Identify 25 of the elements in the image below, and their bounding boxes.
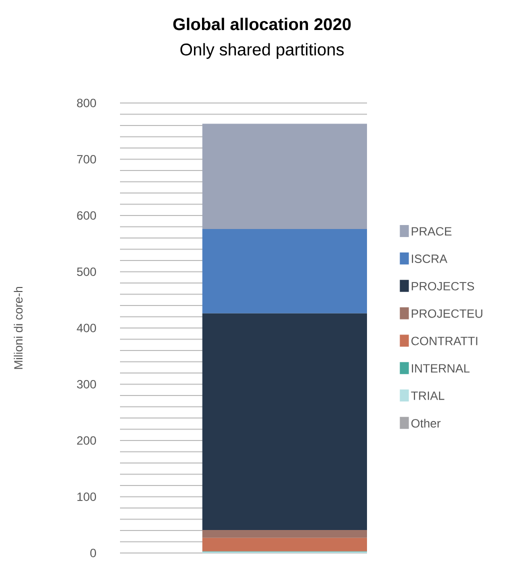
y-tick-label: 200 [77, 436, 96, 445]
chart-subtitle: Only shared partitions [180, 43, 344, 59]
legend-label: ISCRA [412, 254, 448, 263]
legend-label: TRIAL [411, 392, 444, 400]
y-tick-label: 400 [76, 324, 96, 332]
y-tick-label: 100 [77, 492, 96, 501]
legend-label: PROJECTEU [412, 309, 482, 318]
legend-label: Other [411, 418, 441, 428]
legend-label: CONTRATTI [411, 336, 478, 346]
y-tick-label: 800 [77, 98, 96, 108]
chart-title: Global allocation 2020 [173, 18, 351, 30]
y-tick-label: 500 [77, 268, 96, 276]
bar [202, 313, 367, 530]
y-axis-title: Milioni di core-h [14, 286, 23, 369]
y-tick-label: 700 [77, 155, 96, 164]
bar [202, 530, 367, 538]
legend-label: PROJECTS [412, 282, 474, 290]
bar [202, 538, 367, 552]
bar [202, 228, 367, 314]
y-tick-label: 300 [76, 380, 96, 388]
legend-label: INTERNAL [412, 364, 470, 372]
y-tick-label: 0 [90, 548, 96, 558]
bar [202, 124, 367, 229]
y-tick-label: 600 [77, 211, 96, 220]
legend-label: PRACE [412, 227, 452, 236]
